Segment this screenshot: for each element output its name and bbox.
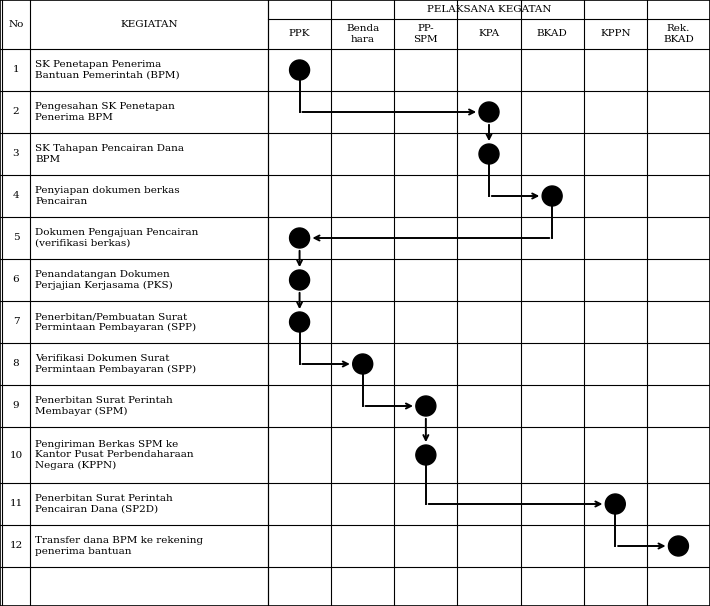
Text: 9: 9 — [13, 402, 19, 410]
Circle shape — [290, 60, 310, 80]
Text: KEGIATAN: KEGIATAN — [120, 20, 178, 29]
Circle shape — [353, 354, 373, 374]
Text: Pengesahan SK Penetapan
Penerima BPM: Pengesahan SK Penetapan Penerima BPM — [35, 102, 175, 122]
Text: No: No — [9, 20, 23, 29]
Text: PP-
SPM: PP- SPM — [413, 24, 438, 44]
Text: 11: 11 — [9, 499, 23, 508]
Text: 7: 7 — [13, 318, 19, 327]
Text: Penerbitan Surat Perintah
Membayar (SPM): Penerbitan Surat Perintah Membayar (SPM) — [35, 396, 173, 416]
Text: 2: 2 — [13, 107, 19, 116]
Circle shape — [542, 186, 562, 206]
Text: 10: 10 — [9, 450, 23, 459]
Text: Penandatangan Dokumen
Perjajian Kerjasama (PKS): Penandatangan Dokumen Perjajian Kerjasam… — [35, 270, 173, 290]
Circle shape — [416, 396, 436, 416]
Text: 1: 1 — [13, 65, 19, 75]
Text: Benda
hara: Benda hara — [346, 24, 379, 44]
Text: 3: 3 — [13, 150, 19, 159]
Text: Rek.
BKAD: Rek. BKAD — [663, 24, 694, 44]
Text: Transfer dana BPM ke rekening
penerima bantuan: Transfer dana BPM ke rekening penerima b… — [35, 536, 203, 556]
Circle shape — [416, 445, 436, 465]
Text: Penerbitan Surat Perintah
Pencairan Dana (SP2D): Penerbitan Surat Perintah Pencairan Dana… — [35, 494, 173, 514]
Text: KPPN: KPPN — [600, 30, 630, 39]
Circle shape — [606, 494, 626, 514]
Text: Pengiriman Berkas SPM ke
Kantor Pusat Perbendaharaan
Negara (KPPN): Pengiriman Berkas SPM ke Kantor Pusat Pe… — [35, 440, 194, 470]
Text: 8: 8 — [13, 359, 19, 368]
Circle shape — [668, 536, 689, 556]
Text: 6: 6 — [13, 276, 19, 284]
Text: SK Penetapan Penerima
Bantuan Pemerintah (BPM): SK Penetapan Penerima Bantuan Pemerintah… — [35, 61, 180, 80]
Text: SK Tahapan Pencairan Dana
BPM: SK Tahapan Pencairan Dana BPM — [35, 144, 184, 164]
Text: PPK: PPK — [289, 30, 310, 39]
Text: 5: 5 — [13, 233, 19, 242]
Text: Verifikasi Dokumen Surat
Permintaan Pembayaran (SPP): Verifikasi Dokumen Surat Permintaan Pemb… — [35, 355, 196, 374]
Text: Dokumen Pengajuan Pencairan
(verifikasi berkas): Dokumen Pengajuan Pencairan (verifikasi … — [35, 228, 198, 248]
Text: Penerbitan/Pembuatan Surat
Permintaan Pembayaran (SPP): Penerbitan/Pembuatan Surat Permintaan Pe… — [35, 312, 196, 331]
Circle shape — [290, 228, 310, 248]
Text: 12: 12 — [9, 542, 23, 550]
Circle shape — [479, 102, 499, 122]
Text: 4: 4 — [13, 191, 19, 201]
Text: KPA: KPA — [479, 30, 500, 39]
Text: BKAD: BKAD — [537, 30, 567, 39]
Text: PELAKSANA KEGATAN: PELAKSANA KEGATAN — [427, 5, 551, 14]
Circle shape — [290, 270, 310, 290]
Circle shape — [290, 312, 310, 332]
Circle shape — [479, 144, 499, 164]
Text: Penyiapan dokumen berkas
Pencairan: Penyiapan dokumen berkas Pencairan — [35, 186, 180, 205]
